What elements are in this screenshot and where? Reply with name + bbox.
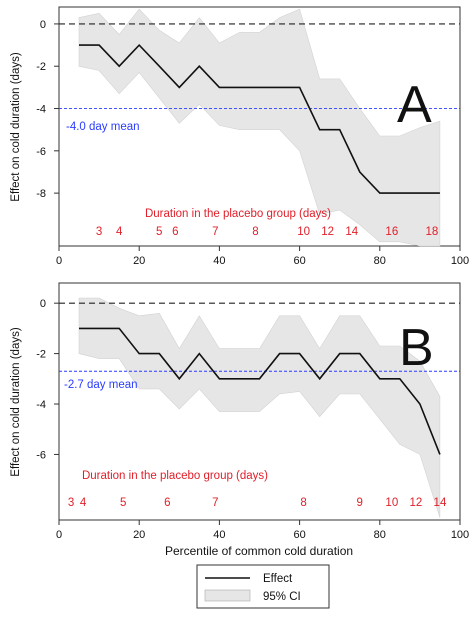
panel-a-placebo-duration: 5 [156, 226, 162, 238]
panel-b-placebo-duration: 7 [212, 497, 218, 509]
panel-b-placebo-duration: 12 [409, 497, 422, 509]
panel-b-y-tick-label: 0 [40, 298, 46, 310]
legend-ci-label: 95% CI [263, 591, 301, 603]
panel-a-x-tick-label: 100 [451, 255, 469, 267]
panel-a-placebo-duration: 10 [297, 226, 310, 238]
panel-a-placebo-duration: 16 [385, 226, 398, 238]
panel-a-y-axis-label: Effect on cold duration (days) [10, 52, 22, 202]
panel-a-placebo-duration: 8 [252, 226, 258, 238]
panel-b-letter: B [399, 319, 434, 377]
panel-b-placebo-duration: 6 [164, 497, 170, 509]
panel-a-placebo-duration: 4 [116, 226, 123, 238]
panel-b-y-tick-label: -6 [36, 449, 46, 461]
panel-a-frame [58, 6, 461, 247]
panel-b-effect-line [79, 327, 441, 455]
panel-b-placebo-title: Duration in the placebo group (days) [82, 470, 268, 482]
panel-b-frame [58, 282, 461, 521]
panel-a-ci-band [78, 8, 441, 247]
panel-b-mean-label: -2.7 day mean [64, 379, 138, 391]
panel-a-y-tick-label: -4 [36, 104, 46, 116]
panel-a-placebo-duration: 7 [212, 226, 218, 238]
panel-a-placebo-title: Duration in the placebo group (days) [145, 208, 331, 220]
panel-a-effect-polyline [79, 43, 440, 194]
panel-b-x-tick-label: 40 [213, 529, 225, 541]
panel-b-x-tick-label: 0 [56, 529, 62, 541]
panel-a: 0-2-4-6-8 0 20 40 60 80 100 3 4 5 6 7 8 10 12 14 16 18 … [10, 6, 469, 267]
panel-b-x-axis-label: Percentile of common cold duration [165, 544, 353, 558]
panel-a-y-tick-label: -8 [36, 188, 46, 200]
panel-a-x-axis: 0 20 40 60 80 100 [56, 246, 469, 267]
panel-a-y-tick-label: -6 [36, 146, 46, 158]
panel-b-placebo-duration: 4 [80, 497, 87, 509]
panel-b-y-axis-label: Effect on cold duration (days) [10, 327, 22, 477]
panel-a-placebo-duration: 12 [321, 226, 334, 238]
panel-b-ci-band [78, 297, 441, 518]
panel-b-placebo-duration: 8 [300, 497, 306, 509]
panel-b-x-tick-label: 80 [374, 529, 386, 541]
panel-a-placebo-duration: 6 [172, 226, 178, 238]
panel-a-reference-lines [59, 23, 460, 109]
panel-a-x-tick-label: 0 [56, 255, 62, 267]
panel-b-placebo-duration: 9 [357, 497, 363, 509]
panel-b-placebo-duration: 14 [434, 497, 447, 509]
panel-a-x-tick-label: 20 [133, 255, 145, 267]
panel-a-x-tick-label: 80 [374, 255, 386, 267]
legend-effect-label: Effect [263, 573, 293, 585]
panel-b-placebo-duration: 10 [385, 497, 398, 509]
panel-a-placebo-duration: 18 [426, 226, 439, 238]
panel-b-placebo-labels: 3 4 5 6 7 8 9 10 12 14 [68, 497, 447, 509]
panel-a-y-tick-label: 0 [40, 19, 46, 31]
legend: Effect 95% CI [196, 564, 330, 609]
panel-b-x-tick-label: 20 [133, 529, 145, 541]
panel-a-placebo-duration: 14 [345, 226, 358, 238]
panel-a-placebo-labels: 3 4 5 6 7 8 10 12 14 16 18 [96, 226, 438, 238]
panel-a-ci-area [78, 8, 441, 247]
panel-b-ci-area [78, 297, 441, 518]
panel-b-placebo-duration: 3 [68, 497, 74, 509]
panel-a-letter: A [397, 76, 432, 134]
panel-b-y-axis: 0 -2 -4 -6 [36, 298, 59, 461]
panel-a-placebo-duration: 3 [96, 226, 102, 238]
panel-a-y-tick-label: -2 [36, 61, 46, 73]
panel-b-reference-lines [59, 302, 460, 372]
panel-b: 0 -2 -4 -6 0 20 40 60 80 100 3 4 5 6 7 8 9 10 12 14 Effec… [10, 282, 469, 558]
panel-b-y-tick-label: -2 [36, 349, 46, 361]
panel-a-x-tick-label: 40 [213, 255, 225, 267]
panel-b-x-tick-label: 100 [451, 529, 469, 541]
panel-a-y-axis: 0 -2 -4 -6 -8 [36, 19, 59, 200]
legend-ci-swatch [204, 589, 251, 602]
panel-b-x-tick-label: 60 [293, 529, 305, 541]
panel-b-x-axis: 0 20 40 60 80 100 [56, 520, 469, 541]
panel-a-effect-line [79, 43, 440, 194]
panel-b-placebo-duration: 5 [120, 497, 126, 509]
panel-a-mean-label: -4.0 day mean [66, 121, 140, 133]
panel-b-y-tick-label: -4 [36, 399, 46, 411]
panel-a-x-tick-label: 60 [293, 255, 305, 267]
panel-b-effect-polyline [79, 327, 441, 455]
